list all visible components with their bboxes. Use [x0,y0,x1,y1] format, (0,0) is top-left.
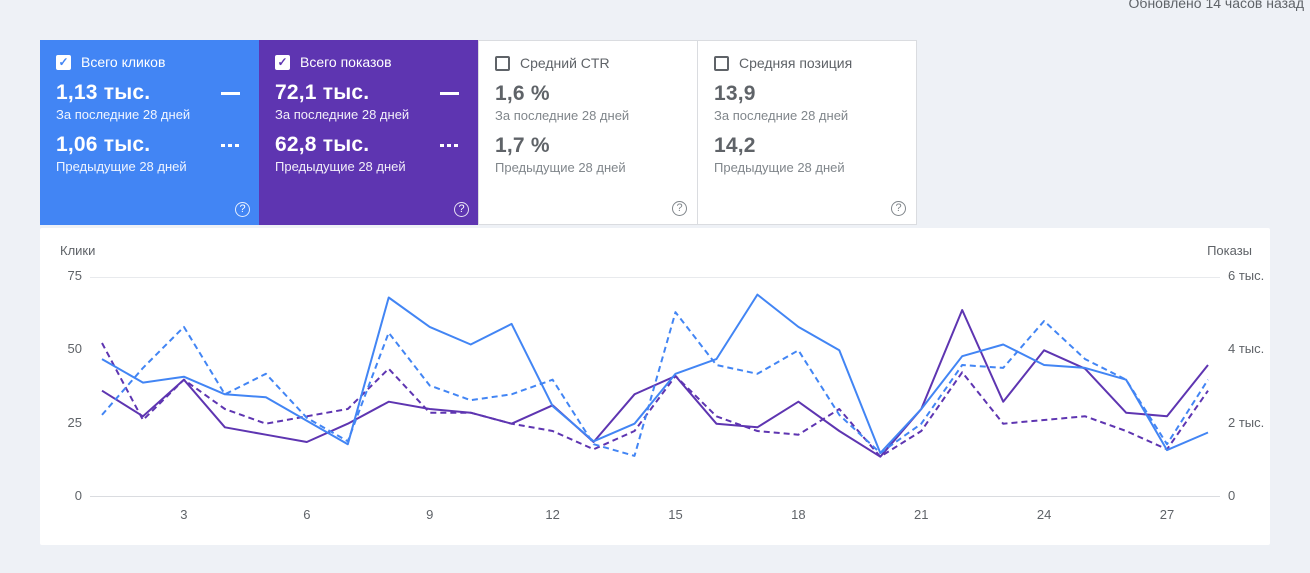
x-axis-tick: 12 [545,507,560,522]
chart-card: Клики Показы 0 25 50 75 0 2 тыс. 4 тыс. 6 тыс. 3… [40,228,1270,545]
card-title: Средняя позиция [739,55,853,71]
left-axis-title: Клики [60,243,96,258]
value-row: 62,8 тыс. [275,133,463,157]
card-header: Средняя позиция [714,55,900,71]
dashed-line-legend-icon [221,143,240,147]
period-label-previous: Предыдущие 28 дней [56,159,187,174]
metric-value-current: 1,6 % [495,82,550,105]
value-row: 1,6 % [495,82,681,106]
right-axis-tick: 4 тыс. [1228,341,1265,357]
metric-value-current: 72,1 тыс. [275,81,370,104]
series-line-clicks-previous[interactable] [101,311,1209,457]
card-header: Всего показов [275,54,463,70]
series-line-clicks-current[interactable] [101,293,1209,454]
x-axis-tick: 6 [303,507,311,522]
value-row: 1,13 тыс. [56,81,244,105]
metric-value-previous: 1,7 % [495,134,550,157]
left-axis-tick: 50 [67,341,82,357]
card-title: Средний CTR [520,55,610,71]
metric-value-previous: 14,2 [714,134,756,157]
series-line-impressions-current[interactable] [101,309,1209,458]
period-label-previous: Предыдущие 28 дней [275,159,406,174]
checkbox-checked-icon[interactable] [275,54,290,70]
period-label-previous: Предыдущие 28 дней [495,160,626,175]
value-row: 14,2 [714,134,900,158]
metric-card-total-clicks[interactable]: Всего кликов 1,13 тыс. За последние 28 д… [40,40,260,225]
value-row: 1,06 тыс. [56,133,244,157]
metric-value-current: 1,13 тыс. [56,81,151,104]
metric-card-average-position[interactable]: Средняя позиция 13,9 За последние 28 дне… [697,40,917,225]
left-axis-tick: 0 [74,488,82,503]
checkbox-checked-icon[interactable] [56,54,71,70]
value-row: 13,9 [714,82,900,106]
checkbox-unchecked-icon[interactable] [495,55,510,71]
performance-chart[interactable] [90,277,1220,497]
period-label-previous: Предыдущие 28 дней [714,160,845,175]
metric-card-average-ctr[interactable]: Средний CTR 1,6 % За последние 28 дней 1… [478,40,698,225]
x-axis-tick: 21 [914,507,929,522]
x-axis-tick: 15 [668,507,683,522]
help-icon[interactable] [235,202,250,217]
help-icon[interactable] [454,202,469,217]
right-axis-title: Показы [1207,243,1252,258]
right-axis-tick: 2 тыс. [1228,414,1265,430]
metric-value-previous: 62,8 тыс. [275,133,370,156]
x-axis-tick: 3 [180,507,188,522]
card-header: Средний CTR [495,55,681,71]
left-axis-tick: 25 [67,414,82,430]
right-axis-tick: 6 тыс. [1228,268,1265,283]
left-axis-tick: 75 [67,268,82,283]
x-axis-tick: 18 [791,507,806,522]
x-axis-tick: 24 [1036,507,1052,522]
period-label-current: За последние 28 дней [495,108,630,123]
solid-line-legend-icon [440,91,459,95]
period-label-current: За последние 28 дней [275,107,410,122]
x-axis-tick: 27 [1159,507,1175,522]
solid-line-legend-icon [221,91,240,95]
checkbox-unchecked-icon[interactable] [714,55,729,71]
help-icon[interactable] [891,201,906,216]
period-label-current: За последние 28 дней [56,107,191,122]
period-label-current: За последние 28 дней [714,108,849,123]
right-axis-tick: 0 [1228,488,1236,503]
metric-cards-row: Всего кликов 1,13 тыс. За последние 28 д… [40,40,917,225]
series-line-impressions-previous[interactable] [101,342,1209,458]
card-title: Всего показов [300,54,392,70]
card-header: Всего кликов [56,54,244,70]
metric-card-total-impressions[interactable]: Всего показов 72,1 тыс. За последние 28 … [259,40,479,225]
dashed-line-legend-icon [440,143,459,147]
metric-value-previous: 1,06 тыс. [56,133,151,156]
metric-value-current: 13,9 [714,82,756,105]
last-updated-label: Обновлено 14 часов назад [1128,0,1304,11]
x-axis-tick: 9 [426,507,434,522]
value-row: 72,1 тыс. [275,81,463,105]
help-icon[interactable] [672,201,687,216]
value-row: 1,7 % [495,134,681,158]
card-title: Всего кликов [81,54,166,70]
